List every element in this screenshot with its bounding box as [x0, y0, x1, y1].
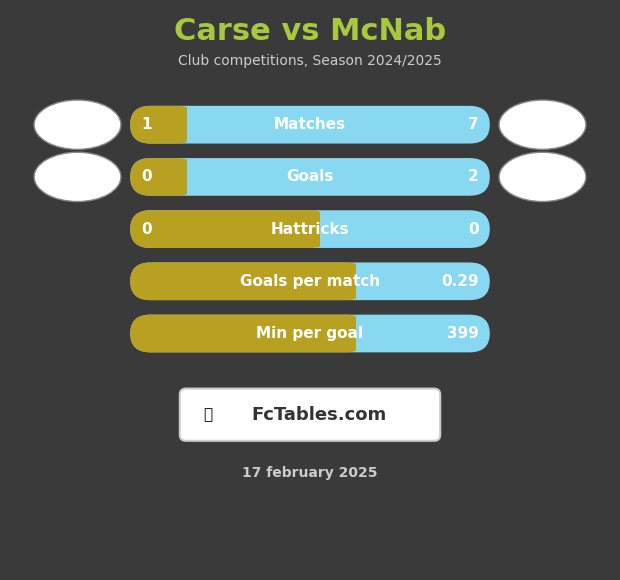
Text: 0: 0 — [468, 222, 479, 237]
Text: 0: 0 — [141, 169, 152, 184]
Text: Club competitions, Season 2024/2025: Club competitions, Season 2024/2025 — [178, 54, 442, 68]
Text: 1: 1 — [141, 117, 152, 132]
Text: 7: 7 — [468, 117, 479, 132]
Text: 17 february 2025: 17 february 2025 — [242, 466, 378, 480]
Text: Hattricks: Hattricks — [271, 222, 349, 237]
Text: 0: 0 — [141, 222, 152, 237]
FancyBboxPatch shape — [130, 314, 490, 353]
FancyBboxPatch shape — [130, 211, 330, 248]
Ellipse shape — [34, 100, 121, 149]
Text: FcTables.com: FcTables.com — [252, 405, 387, 424]
FancyBboxPatch shape — [130, 106, 490, 143]
Text: 0.29: 0.29 — [441, 274, 479, 289]
FancyBboxPatch shape — [130, 262, 366, 300]
Ellipse shape — [499, 100, 586, 149]
Text: Carse vs McNab: Carse vs McNab — [174, 17, 446, 46]
Text: Goals per match: Goals per match — [240, 274, 380, 289]
Ellipse shape — [499, 153, 586, 202]
FancyBboxPatch shape — [130, 211, 490, 248]
FancyBboxPatch shape — [130, 158, 197, 196]
Text: Goals: Goals — [286, 169, 334, 184]
Ellipse shape — [34, 153, 121, 202]
Text: 399: 399 — [447, 326, 479, 341]
FancyBboxPatch shape — [130, 314, 366, 353]
FancyBboxPatch shape — [180, 389, 440, 441]
Text: Min per goal: Min per goal — [257, 326, 363, 341]
Text: 2: 2 — [468, 169, 479, 184]
Text: 📊: 📊 — [203, 407, 212, 422]
FancyBboxPatch shape — [130, 106, 197, 143]
FancyBboxPatch shape — [130, 158, 490, 196]
Text: Matches: Matches — [274, 117, 346, 132]
FancyBboxPatch shape — [130, 262, 490, 300]
